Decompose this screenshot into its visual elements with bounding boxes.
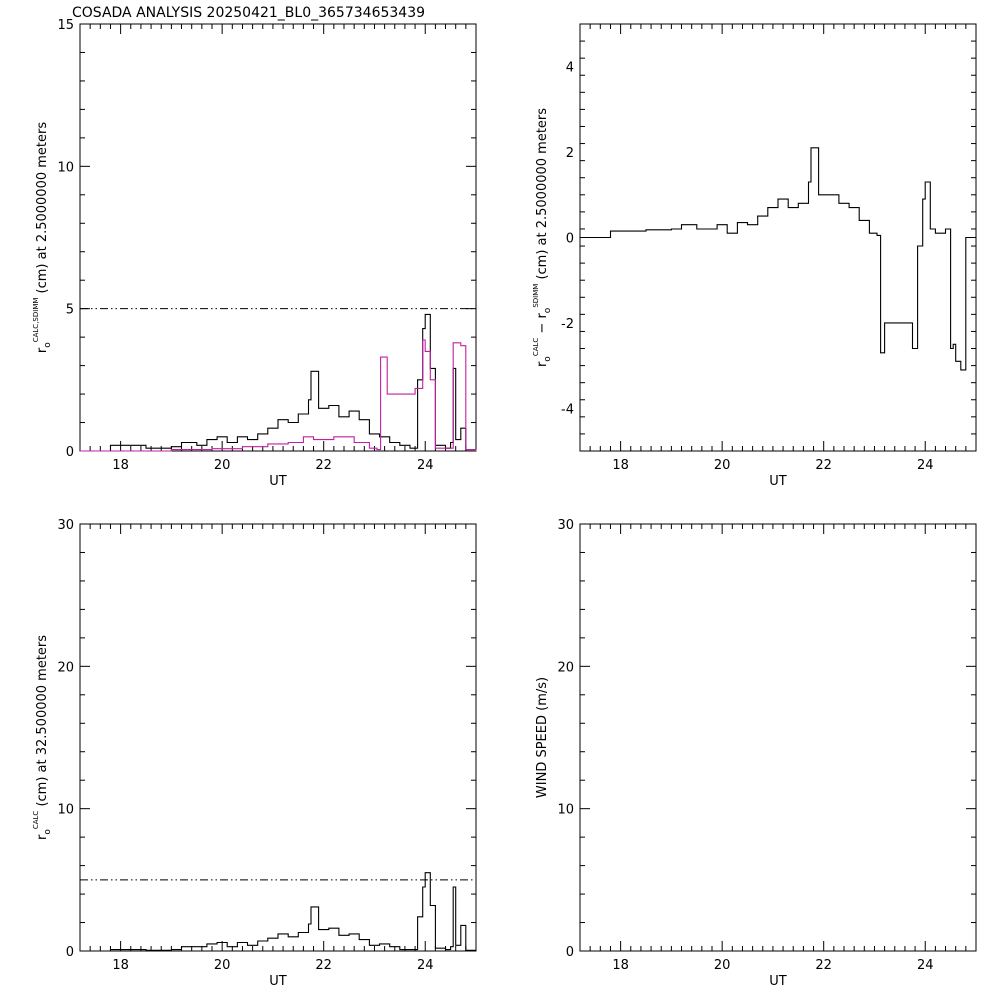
y-label-subscript: o: [543, 307, 553, 313]
y-tick-label: 30: [57, 518, 74, 533]
x-tick-label: 22: [315, 458, 332, 473]
y-tick-label: 4: [566, 61, 574, 76]
series-line-0: [80, 313, 476, 452]
x-axis-label: UT: [769, 974, 787, 989]
chart-panel-bottom-right: 18 20 22 24 0 10 20 30 UT WIND SPEED (m/s): [535, 518, 977, 989]
y-axis-label: roCALC − roSDIMM (cm) at 2.5000000 meter…: [532, 108, 553, 367]
x-tick-label: 22: [315, 958, 332, 973]
y-label-middle: − r: [535, 313, 550, 338]
y-label-superscript: CALC: [532, 338, 540, 357]
y-label-subscript: o: [43, 829, 53, 835]
x-tick-label: 24: [917, 958, 934, 973]
plot-frame: [579, 523, 977, 952]
y-tick-label: 20: [57, 660, 74, 675]
series-line-1: [80, 339, 477, 452]
y-tick-label: 2: [566, 146, 574, 161]
x-tick-label: 20: [214, 458, 231, 473]
y-label-superscript: CALC: [32, 811, 40, 830]
x-tick-label: 24: [417, 958, 434, 973]
x-tick-label: 18: [112, 458, 129, 473]
x-axis-label: UT: [269, 974, 287, 989]
y-label-suffix: (cm) at 2.5000000 meters: [535, 108, 550, 284]
y-axis-label: roCALC (cm) at 32.500000 meters: [32, 635, 53, 840]
y-label-symbol: WIND SPEED (m/s): [535, 677, 550, 798]
y-label-subscript: o: [543, 356, 553, 362]
y-tick-label: 0: [566, 232, 574, 247]
x-tick-label: 22: [815, 458, 832, 473]
x-tick-label: 24: [417, 458, 434, 473]
y-tick-label: 10: [57, 160, 74, 175]
y-tick-label: -4: [561, 402, 574, 417]
x-tick-label: 22: [815, 958, 832, 973]
y-tick-label: 0: [66, 445, 74, 460]
x-tick-label: 20: [214, 958, 231, 973]
x-axis-label: UT: [769, 474, 787, 489]
x-tick-label: 24: [917, 458, 934, 473]
y-label-suffix: (cm) at 32.500000 meters: [35, 635, 50, 811]
y-label-superscript: SDIMM: [532, 284, 540, 308]
y-label-superscript: CALC,SDIMM: [32, 298, 40, 343]
x-tick-label: 20: [714, 958, 731, 973]
figure-title: COSADA ANALYSIS 20250421_BL0_36573465343…: [72, 5, 425, 21]
y-tick-label: 20: [557, 660, 574, 675]
chart-panel-bottom-left: 18 20 22 24 0 10 20 30 UT roCALC (cm) at 32.50000…: [32, 518, 477, 989]
y-label-symbol: r: [535, 361, 550, 367]
y-label-subscript: o: [43, 342, 53, 348]
y-tick-label: 10: [57, 803, 74, 818]
y-tick-label: 30: [557, 518, 574, 533]
plot-frame: [79, 523, 477, 952]
y-tick-label: 0: [66, 945, 74, 960]
x-tick-label: 18: [612, 958, 629, 973]
x-tick-label: 18: [112, 958, 129, 973]
y-tick-label: -2: [561, 317, 574, 332]
series-line-0: [80, 872, 476, 952]
y-tick-label: 5: [66, 303, 74, 318]
x-tick-label: 20: [714, 458, 731, 473]
y-tick-label: 15: [57, 18, 74, 33]
y-label-symbol: r: [35, 347, 50, 353]
y-label-suffix: (cm) at 2.5000000 meters: [35, 122, 50, 298]
y-tick-label: 10: [557, 803, 574, 818]
y-label-symbol: r: [35, 834, 50, 840]
y-axis-label: roCALC,SDIMM (cm) at 2.5000000 meters: [32, 122, 53, 353]
plot-frame: [79, 23, 477, 452]
y-axis-label: WIND SPEED (m/s): [535, 677, 550, 798]
plot-frame: [579, 23, 977, 452]
x-axis-label: UT: [269, 474, 287, 489]
y-tick-label: 0: [566, 945, 574, 960]
chart-panel-top-left: 18 20 22 24 0 5 10 15 UT roCALC,SDIMM (cm) at 2.5…: [32, 18, 477, 489]
x-tick-label: 18: [612, 458, 629, 473]
series-line-0: [580, 147, 976, 371]
